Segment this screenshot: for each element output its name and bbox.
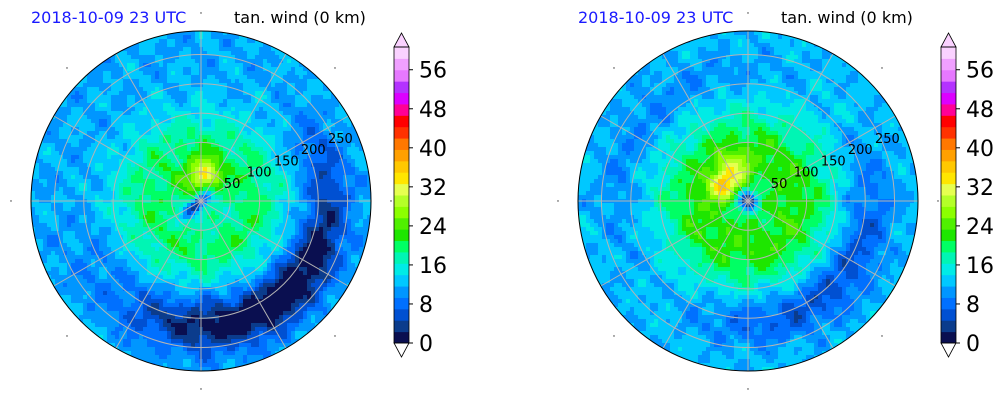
- colorbar-tick-label: 8: [966, 293, 980, 318]
- right-panel: 50 100 150 200 250 0 8 16 24 32 40 48 56 2018-10-09 …: [547, 0, 1007, 401]
- plot-border: [577, 30, 919, 372]
- colorbar-tick-label: 0: [966, 332, 980, 357]
- outer-tick: [881, 335, 883, 337]
- left-date-label: 2018-10-09 23 UTC: [31, 8, 187, 27]
- colorbar-tick-label: 48: [966, 98, 994, 123]
- outer-tick: [334, 335, 336, 337]
- outer-tick: [390, 200, 392, 202]
- radial-label: 100: [247, 166, 272, 181]
- polar-grid: [578, 31, 918, 371]
- outer-tick: [66, 335, 68, 337]
- colorbar-tick-label: 40: [966, 137, 994, 162]
- right-variable-label: tan. wind (0 km): [781, 8, 913, 27]
- colorbar-tick-label: 16: [419, 254, 447, 279]
- radial-label: 50: [224, 177, 241, 192]
- plot-border: [30, 30, 372, 372]
- outer-tick: [747, 388, 749, 390]
- polar-grid: [31, 31, 371, 371]
- outer-tick: [200, 12, 202, 14]
- radial-label: 250: [328, 132, 353, 147]
- right-date-label: 2018-10-09 23 UTC: [578, 8, 734, 27]
- radial-label: 200: [848, 143, 873, 158]
- colorbar-tick-label: 40: [419, 137, 447, 162]
- outer-tick: [937, 200, 939, 202]
- colorbar: 0 8 16 24 32 40 48 56: [393, 32, 447, 358]
- radial-label: 100: [794, 166, 819, 181]
- colorbar-tick-label: 24: [966, 215, 994, 240]
- outer-tick: [613, 67, 615, 69]
- colorbar-tick-label: 56: [966, 59, 994, 84]
- radial-label: 200: [301, 143, 326, 158]
- colorbar-tick-label: 48: [419, 98, 447, 123]
- outer-tick: [66, 67, 68, 69]
- radial-label: 150: [274, 154, 299, 169]
- colorbar-tick-label: 0: [419, 332, 433, 357]
- colorbar-tick-label: 32: [966, 176, 994, 201]
- outer-tick: [200, 388, 202, 390]
- left-variable-label: tan. wind (0 km): [234, 8, 366, 27]
- outer-tick: [334, 67, 336, 69]
- outer-tick: [747, 12, 749, 14]
- colorbar-tick-label: 16: [966, 254, 994, 279]
- left-panel: 50 100 150 200 250 0 8 16 24 32 40 48 56 2018-10-09 …: [0, 0, 503, 401]
- radial-label: 150: [821, 154, 846, 169]
- outer-tick: [10, 200, 12, 202]
- colorbar-tick-label: 56: [419, 59, 447, 84]
- colorbar-tick-label: 24: [419, 215, 447, 240]
- outer-tick: [613, 335, 615, 337]
- outer-tick: [557, 200, 559, 202]
- colorbar: 0 8 16 24 32 40 48 56: [940, 32, 994, 358]
- colorbar-tick-label: 8: [419, 293, 433, 318]
- radial-label: 50: [771, 177, 788, 192]
- radial-label: 250: [875, 132, 900, 147]
- outer-tick: [881, 67, 883, 69]
- colorbar-tick-label: 32: [419, 176, 447, 201]
